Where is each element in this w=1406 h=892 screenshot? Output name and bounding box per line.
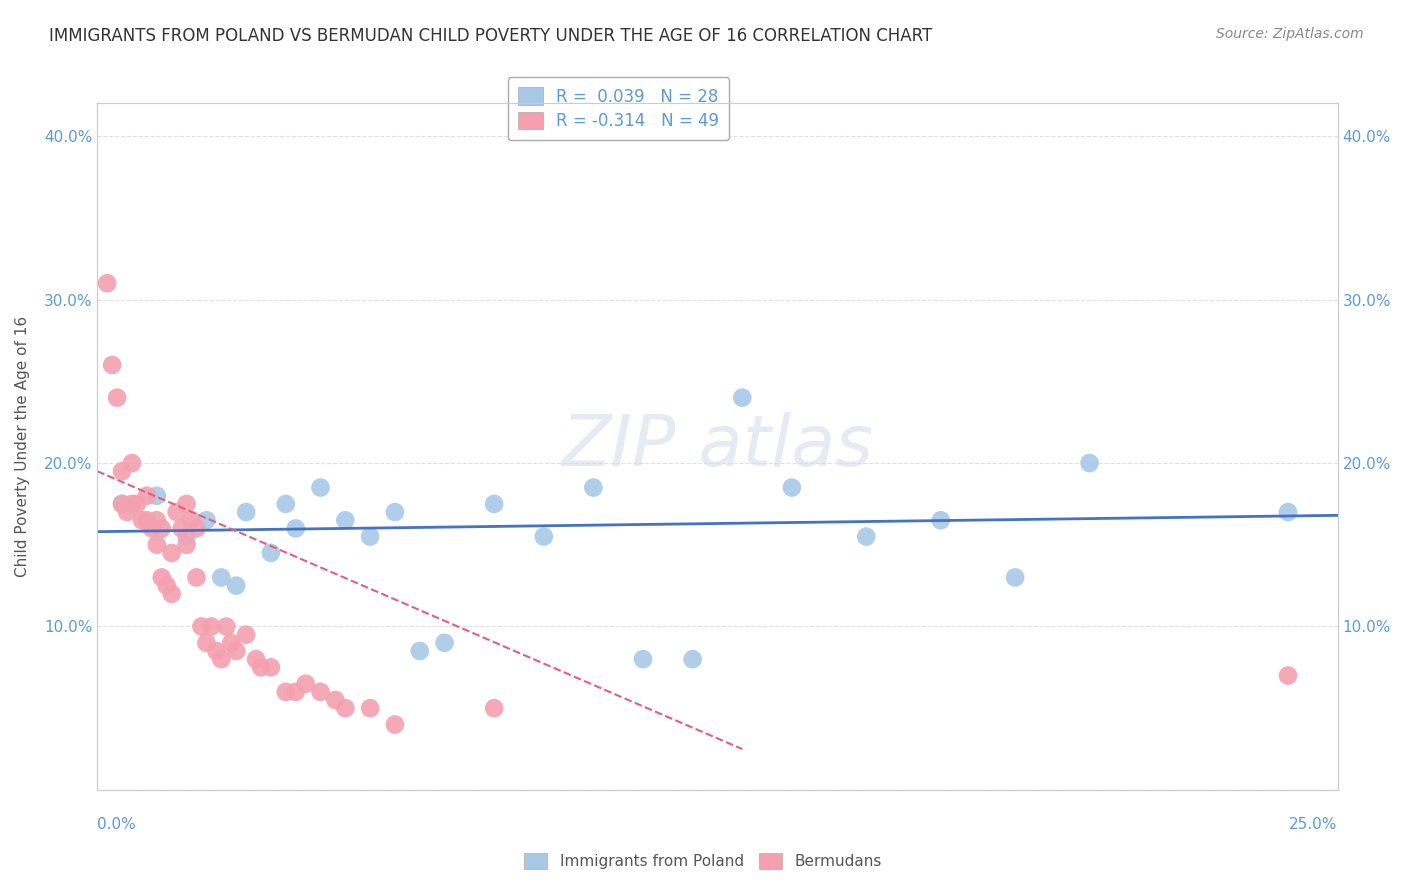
Point [245,652,267,666]
Point [135,513,157,527]
Point [215,619,238,633]
Point [160,546,183,560]
Point [131,513,153,527]
Point [96,277,118,291]
Text: 0.0%: 0.0% [97,817,136,832]
Point [219,636,242,650]
Point [176,538,198,552]
Point [582,481,605,495]
Point [190,619,212,633]
Point [195,636,218,650]
Point [682,652,704,666]
Point [170,521,193,535]
Point [166,505,188,519]
Point [121,497,143,511]
Point [150,521,173,535]
Point [146,538,169,552]
Point [186,521,208,535]
Point [135,489,157,503]
Point [780,481,803,495]
Point [146,489,169,503]
Point [284,685,307,699]
Point [260,660,283,674]
Legend: Immigrants from Poland, Bermudans: Immigrants from Poland, Bermudans [519,847,887,875]
Point [111,464,134,478]
Point [200,619,222,633]
Point [156,579,179,593]
Point [176,497,198,511]
Point [195,513,218,527]
Point [731,391,754,405]
Point [209,652,232,666]
Point [146,513,169,527]
Point [384,505,406,519]
Point [235,627,257,641]
Point [150,570,173,584]
Point [111,497,134,511]
Point [359,530,381,544]
Point [482,701,505,715]
Point [186,570,208,584]
Point [274,497,297,511]
Point [176,530,198,544]
Text: Source: ZipAtlas.com: Source: ZipAtlas.com [1216,27,1364,41]
Point [141,521,163,535]
Point [160,587,183,601]
Point [260,546,283,560]
Point [121,456,143,470]
Point [1078,456,1101,470]
Text: IMMIGRANTS FROM POLAND VS BERMUDAN CHILD POVERTY UNDER THE AGE OF 16 CORRELATION: IMMIGRANTS FROM POLAND VS BERMUDAN CHILD… [49,27,932,45]
Point [335,513,357,527]
Point [105,391,128,405]
Point [125,497,148,511]
Point [359,701,381,715]
Point [309,685,332,699]
Point [409,644,432,658]
Point [631,652,654,666]
Point [855,530,877,544]
Point [533,530,555,544]
Point [384,717,406,731]
Point [433,636,456,650]
Text: ZIP atlas: ZIP atlas [561,412,873,481]
Point [101,358,124,372]
Point [111,497,134,511]
Point [205,644,228,658]
Point [115,505,138,519]
Point [1277,668,1299,682]
Point [1004,570,1026,584]
Point [209,570,232,584]
Y-axis label: Child Poverty Under the Age of 16: Child Poverty Under the Age of 16 [15,316,30,577]
Point [325,693,347,707]
Point [180,513,202,527]
Point [309,481,332,495]
Legend: R =  0.039   N = 28, R = -0.314   N = 49: R = 0.039 N = 28, R = -0.314 N = 49 [508,78,728,140]
Point [225,644,247,658]
Point [1277,505,1299,519]
Text: 25.0%: 25.0% [1289,817,1337,832]
Point [235,505,257,519]
Point [335,701,357,715]
Point [294,676,316,690]
Point [929,513,952,527]
Point [225,579,247,593]
Point [284,521,307,535]
Point [250,660,273,674]
Point [274,685,297,699]
Point [482,497,505,511]
